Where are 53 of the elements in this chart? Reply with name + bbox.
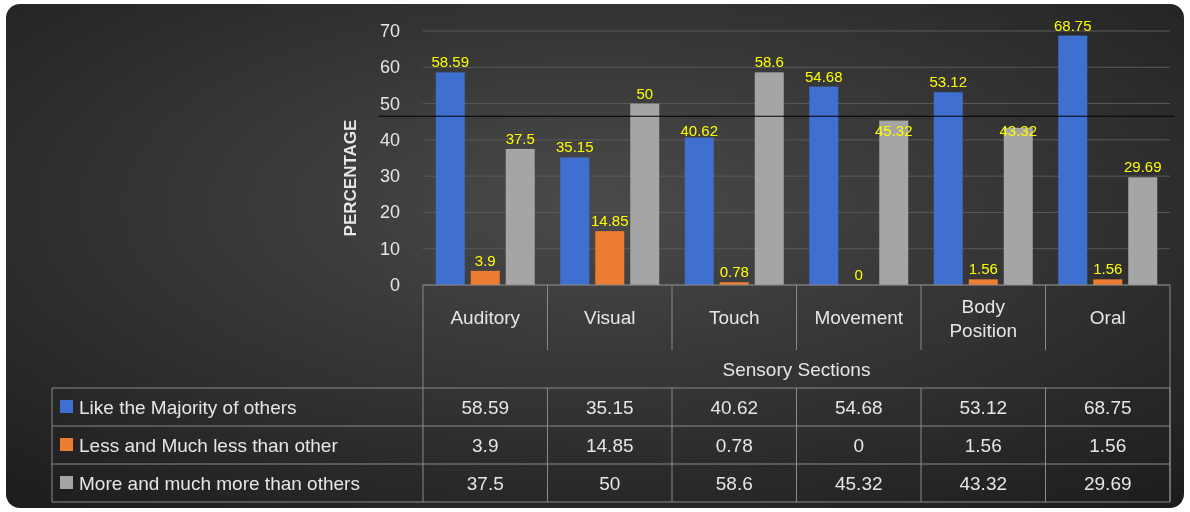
data-label: 58.6 bbox=[754, 53, 784, 71]
data-label: 37.5 bbox=[505, 129, 535, 147]
x-tick-label: Visual bbox=[584, 306, 636, 328]
data-label: 40.62 bbox=[680, 122, 719, 140]
text: 45.32 bbox=[834, 473, 883, 494]
text: 37.5 bbox=[466, 473, 504, 494]
data-label: 1.56 bbox=[968, 260, 998, 278]
text: 40.62 bbox=[710, 397, 759, 418]
x-tick-label: Movement bbox=[814, 306, 904, 328]
y-axis-title: PERCENTAGE bbox=[341, 119, 360, 237]
text: 0.78 bbox=[715, 435, 753, 456]
data-label: 58.59 bbox=[431, 53, 470, 71]
text: 29.69 bbox=[1083, 473, 1132, 494]
x-tick-label: Auditory bbox=[450, 306, 521, 328]
legend-label: Like the Majority of others bbox=[79, 397, 297, 418]
x-tick-label: Body Position bbox=[949, 295, 1018, 341]
y-tick-label: 30 bbox=[379, 166, 400, 187]
data-label: 0.78 bbox=[719, 263, 749, 281]
text: 1.56 bbox=[1089, 435, 1127, 456]
y-tick-label: 50 bbox=[379, 93, 400, 114]
y-tick-label: 10 bbox=[379, 238, 400, 259]
data-label: 1.56 bbox=[1093, 260, 1123, 278]
text: 3.9 bbox=[472, 435, 499, 456]
data-label: 14.85 bbox=[590, 212, 629, 230]
data-label: 29.69 bbox=[1123, 158, 1162, 176]
data-label: 54.68 bbox=[804, 67, 843, 85]
text: 53.12 bbox=[959, 397, 1008, 418]
legend-label: Less and Much less than other bbox=[79, 435, 339, 456]
y-tick-label: 0 bbox=[389, 275, 400, 295]
data-label: 35.15 bbox=[555, 138, 594, 156]
text: 0 bbox=[853, 435, 865, 456]
legend-label: More and much more than others bbox=[79, 473, 360, 494]
text: 58.6 bbox=[715, 473, 753, 494]
text: 14.85 bbox=[585, 435, 634, 456]
data-label: 3.9 bbox=[474, 251, 496, 269]
data-label: 0 bbox=[854, 266, 863, 283]
data-label: 68.75 bbox=[1053, 16, 1092, 34]
text: 54.68 bbox=[834, 397, 883, 418]
text: 58.59 bbox=[461, 397, 510, 418]
x-axis-title: Sensory Sections bbox=[722, 358, 871, 380]
text: 1.56 bbox=[964, 435, 1002, 456]
text: 50 bbox=[599, 473, 621, 494]
y-tick-label: 60 bbox=[379, 57, 400, 78]
y-tick-label: 70 bbox=[379, 21, 400, 41]
data-label: 50 bbox=[636, 84, 654, 102]
text: 43.32 bbox=[959, 473, 1008, 494]
y-tick-label: 20 bbox=[379, 202, 400, 223]
y-tick-label: 40 bbox=[379, 129, 400, 150]
data-label: 53.12 bbox=[929, 73, 968, 91]
x-tick-label: Oral bbox=[1089, 306, 1126, 328]
text: 35.15 bbox=[585, 397, 634, 418]
x-tick-label: Touch bbox=[708, 306, 760, 328]
text: 68.75 bbox=[1083, 397, 1132, 418]
